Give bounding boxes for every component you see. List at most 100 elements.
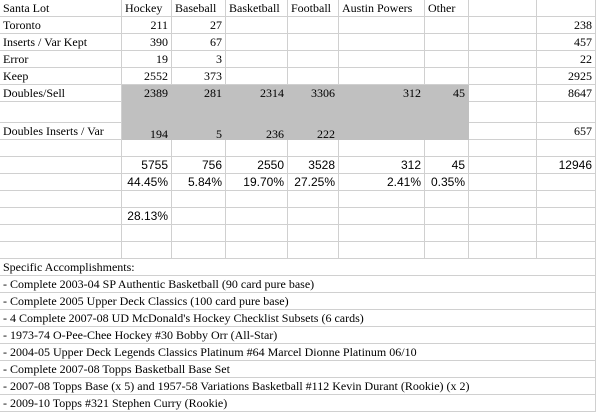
cell-r10-c3[interactable]: 19.70% (226, 174, 288, 191)
cell-r2-c3[interactable] (226, 34, 288, 51)
cell-r7-c6[interactable] (425, 123, 469, 140)
cell-r6-c8[interactable] (537, 102, 596, 123)
cell-r4-c7[interactable] (469, 68, 537, 85)
cell-r10-c2[interactable]: 5.84% (172, 174, 226, 191)
cell-r4-c0[interactable]: Keep (0, 68, 122, 85)
cell-r5-c0[interactable]: Doubles/Sell (0, 85, 122, 102)
cell-r6-c6[interactable] (425, 102, 469, 123)
cell-r14-c1[interactable] (122, 242, 172, 259)
cell-r1-c6[interactable] (425, 17, 469, 34)
cell-r9-c3[interactable]: 2550 (226, 157, 288, 174)
cell-r5-c2[interactable]: 281 (172, 85, 226, 102)
cell-r11-c7[interactable] (469, 191, 537, 208)
cell-r20-c0[interactable]: - 2004-05 Upper Deck Legends Classics Pl… (0, 344, 596, 361)
cell-r4-c8[interactable]: 2925 (537, 68, 596, 85)
cell-r8-c6[interactable] (425, 140, 469, 157)
cell-r13-c2[interactable] (172, 225, 226, 242)
cell-r5-c7[interactable] (469, 85, 537, 102)
cell-r7-c5[interactable] (339, 123, 425, 140)
cell-r8-c2[interactable] (172, 140, 226, 157)
cell-r6-c2[interactable] (172, 102, 226, 123)
cell-r12-c7[interactable] (469, 208, 537, 225)
cell-r2-c5[interactable] (339, 34, 425, 51)
cell-r5-c6[interactable]: 45 (425, 85, 469, 102)
cell-r11-c0[interactable] (0, 191, 122, 208)
cell-r10-c5[interactable]: 2.41% (339, 174, 425, 191)
cell-r4-c6[interactable] (425, 68, 469, 85)
cell-r13-c8[interactable] (537, 225, 596, 242)
cell-r10-c8[interactable] (537, 174, 596, 191)
cell-r8-c5[interactable] (339, 140, 425, 157)
cell-r12-c0[interactable] (0, 208, 122, 225)
cell-r13-c5[interactable] (339, 225, 425, 242)
cell-r13-c1[interactable] (122, 225, 172, 242)
cell-r9-c1[interactable]: 5755 (122, 157, 172, 174)
cell-r14-c7[interactable] (469, 242, 537, 259)
cell-r7-c1[interactable]: 194 (122, 123, 172, 141)
header-cell-8[interactable] (537, 0, 596, 17)
cell-r2-c0[interactable]: Inserts / Var Kept (0, 34, 122, 51)
cell-r1-c2[interactable]: 27 (172, 17, 226, 34)
cell-r9-c8[interactable]: 12946 (537, 157, 596, 174)
header-cell-6[interactable]: Other (425, 0, 469, 17)
header-cell-3[interactable]: Basketball (226, 0, 288, 17)
cell-r14-c2[interactable] (172, 242, 226, 259)
cell-r13-c4[interactable] (288, 225, 339, 242)
cell-r5-c4[interactable]: 3306 (288, 85, 339, 102)
cell-r10-c7[interactable] (469, 174, 537, 191)
cell-r6-c4[interactable] (288, 102, 339, 123)
cell-r11-c5[interactable] (339, 191, 425, 208)
header-cell-2[interactable]: Baseball (172, 0, 226, 17)
cell-r2-c8[interactable]: 457 (537, 34, 596, 51)
cell-r7-c3[interactable]: 236 (226, 123, 288, 141)
cell-r6-c1[interactable] (122, 102, 172, 123)
cell-r14-c4[interactable] (288, 242, 339, 259)
cell-r21-c0[interactable]: - Complete 2007-08 Topps Basketball Base… (0, 361, 596, 378)
cell-r9-c4[interactable]: 3528 (288, 157, 339, 174)
cell-r7-c2[interactable]: 5 (172, 123, 226, 141)
cell-r5-c1[interactable]: 2389 (122, 85, 172, 102)
header-cell-0[interactable]: Santa Lot (0, 0, 122, 17)
cell-r12-c6[interactable] (425, 208, 469, 225)
cell-r1-c0[interactable]: Toronto (0, 17, 122, 34)
cell-r23-c0[interactable]: - 2009-10 Topps #321 Stephen Curry (Rook… (0, 395, 596, 412)
cell-r1-c8[interactable]: 238 (537, 17, 596, 34)
cell-r4-c3[interactable] (226, 68, 288, 85)
cell-r14-c8[interactable] (537, 242, 596, 259)
header-cell-4[interactable]: Football (288, 0, 339, 17)
cell-r12-c4[interactable] (288, 208, 339, 225)
cell-r3-c2[interactable]: 3 (172, 51, 226, 68)
cell-r14-c0[interactable] (0, 242, 122, 259)
cell-r8-c1[interactable] (122, 140, 172, 157)
cell-r7-c0[interactable]: Doubles Inserts / Var (0, 123, 122, 140)
cell-r7-c8[interactable]: 657 (537, 123, 596, 140)
header-cell-5[interactable]: Austin Powers (339, 0, 425, 17)
cell-r7-c4[interactable]: 222 (288, 123, 339, 141)
cell-r14-c3[interactable] (226, 242, 288, 259)
header-cell-7[interactable] (469, 0, 537, 17)
cell-r1-c3[interactable] (226, 17, 288, 34)
cell-r3-c7[interactable] (469, 51, 537, 68)
cell-r14-c6[interactable] (425, 242, 469, 259)
cell-r2-c6[interactable] (425, 34, 469, 51)
cell-r12-c5[interactable] (339, 208, 425, 225)
cell-r8-c8[interactable] (537, 140, 596, 157)
cell-r3-c4[interactable] (288, 51, 339, 68)
cell-r3-c8[interactable]: 22 (537, 51, 596, 68)
cell-r8-c4[interactable] (288, 140, 339, 157)
cell-r11-c6[interactable] (425, 191, 469, 208)
cell-r12-c3[interactable] (226, 208, 288, 225)
cell-r3-c6[interactable] (425, 51, 469, 68)
cell-r8-c7[interactable] (469, 140, 537, 157)
cell-r18-c0[interactable]: - 4 Complete 2007-08 UD McDonald's Hocke… (0, 310, 596, 327)
cell-r1-c5[interactable] (339, 17, 425, 34)
cell-r17-c0[interactable]: - Complete 2005 Upper Deck Classics (100… (0, 293, 596, 310)
cell-r9-c6[interactable]: 45 (425, 157, 469, 174)
cell-r7-c7[interactable] (469, 123, 537, 140)
cell-r10-c0[interactable] (0, 174, 122, 191)
cell-r1-c1[interactable]: 211 (122, 17, 172, 34)
cell-r3-c1[interactable]: 19 (122, 51, 172, 68)
cell-r16-c0[interactable]: - Complete 2003-04 SP Authentic Basketba… (0, 276, 596, 293)
cell-r2-c4[interactable] (288, 34, 339, 51)
cell-r3-c3[interactable] (226, 51, 288, 68)
